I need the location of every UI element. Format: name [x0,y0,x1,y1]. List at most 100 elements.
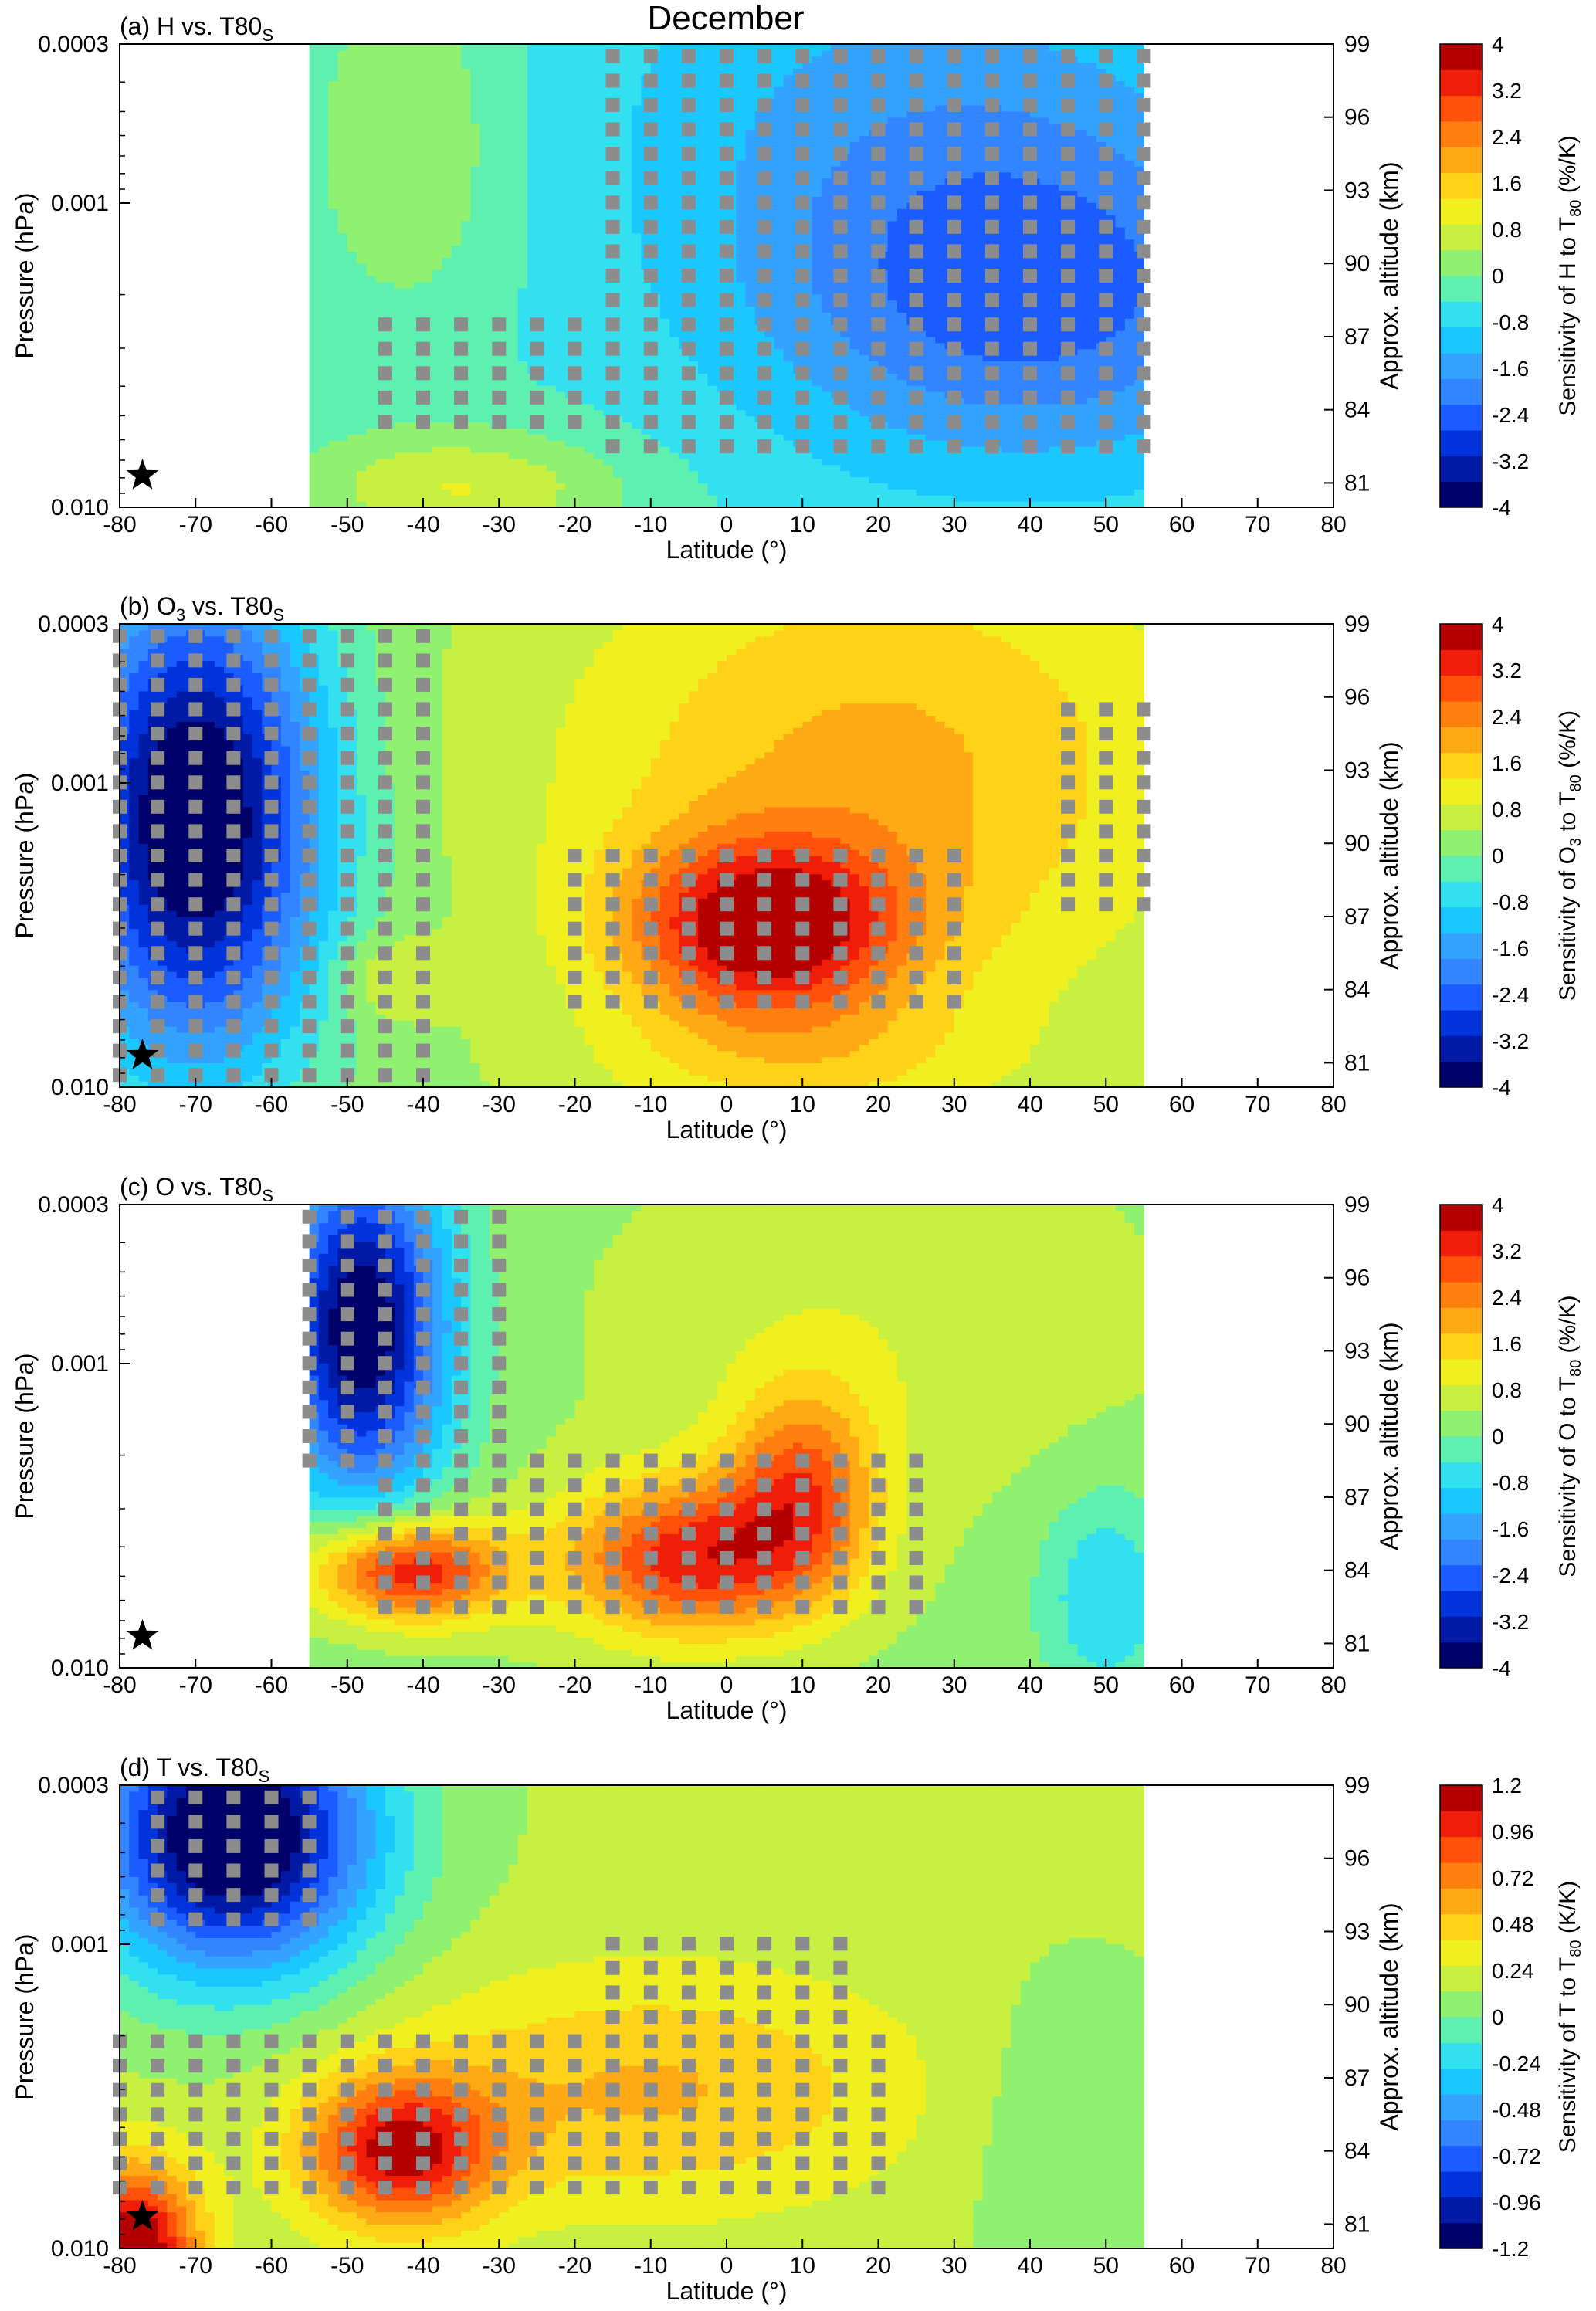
field-cell [746,185,756,191]
field-cell [319,263,329,269]
field-cell [404,330,414,337]
field-cell [414,80,424,86]
field-cell [480,459,490,465]
field-cell [385,215,395,221]
field-cell [470,190,480,196]
field-cell [518,282,528,288]
field-cell [366,196,376,202]
field-cell [328,440,338,446]
field-cell [376,196,386,202]
field-cell [376,74,386,80]
field-cell [385,196,395,202]
field-cell [480,306,490,312]
field-cell [357,196,367,202]
field-cell [784,495,794,501]
field-cell [812,196,822,202]
field-cell [337,44,347,50]
field-cell [404,288,414,294]
field-cell [509,379,519,385]
field-cell [707,398,717,404]
field-cell [357,117,367,124]
field-cell [490,355,500,361]
field-cell [585,288,595,294]
field-cell [707,459,717,465]
field-cell [565,355,575,361]
field-cell [632,495,642,501]
field-cell [404,404,414,410]
field-cell [859,63,869,69]
field-cell [499,172,509,178]
field-cell [859,391,869,398]
field-cell [328,422,338,428]
field-cell [423,355,433,361]
field-cell [707,221,717,227]
field-cell [869,233,879,239]
field-cell [802,471,812,477]
field-cell [395,495,405,501]
field-cell [385,63,395,69]
field-cell [509,294,519,300]
field-cell [565,80,575,86]
field-cell [850,160,860,166]
field-cell [897,385,907,391]
field-cell [328,495,338,501]
field-cell [859,196,869,202]
field-cell [859,99,869,105]
field-cell [802,495,812,501]
field-cell [366,367,376,373]
field-cell [547,93,557,99]
field-cell [869,355,879,361]
field-cell [490,227,500,233]
field-cell [585,93,595,99]
field-cell [328,154,338,160]
field-cell [490,196,500,202]
field-cell [784,185,794,191]
field-cell [917,477,927,483]
field-cell [822,227,832,233]
field-cell [698,117,708,124]
field-cell [660,355,670,361]
field-cell [784,379,794,385]
field-cell [470,343,480,349]
field-cell [310,312,320,318]
field-cell [897,208,907,215]
field-cell [442,276,452,282]
field-cell [442,185,452,191]
field-cell [859,349,869,355]
field-cell [480,227,490,233]
field-cell [926,471,936,477]
field-cell [632,459,642,465]
field-cell [926,349,936,355]
field-cell [328,208,338,215]
field-cell [565,105,575,111]
field-cell [432,489,442,495]
field-cell [461,483,471,489]
field-cell [926,337,936,343]
field-cell [537,282,547,288]
field-cell [480,124,490,130]
field-cell [547,452,557,459]
field-cell [879,257,889,263]
field-cell [347,367,357,373]
field-cell [802,477,812,483]
field-cell [357,166,367,172]
field-cell [452,294,462,300]
field-cell [736,361,746,368]
field-cell [926,477,936,483]
field-cell [707,422,717,428]
field-cell [395,93,405,99]
field-cell [622,74,632,80]
field-cell [527,105,537,111]
field-cell [509,130,519,136]
field-cell [736,379,746,385]
field-cell [366,379,376,385]
field-cell [906,111,917,117]
field-cell [822,185,832,191]
field-cell [812,452,822,459]
field-cell [518,343,528,349]
field-cell [556,373,566,379]
field-cell [784,63,794,69]
field-cell [556,190,566,196]
field-cell [509,105,519,111]
field-cell [575,135,585,141]
